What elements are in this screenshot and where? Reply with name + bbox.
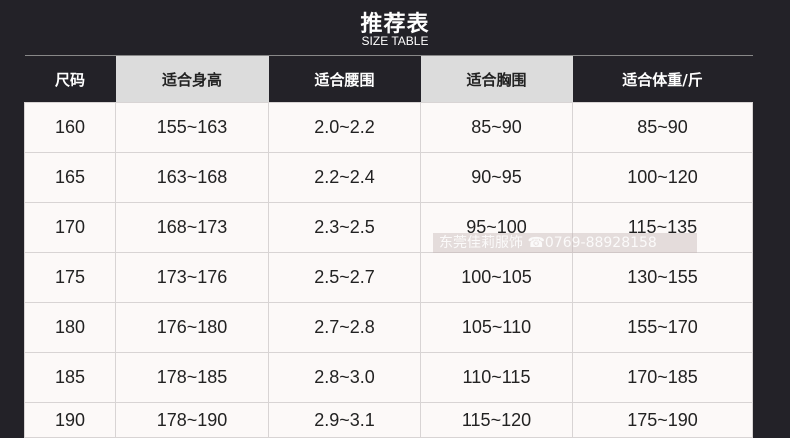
cell-weight: 85~90 [572,102,753,153]
cell-chest: 95~100 [420,202,573,253]
watermark: 东莞佳莉服饰 ☎0769-88928158 [433,233,697,253]
cell-waist: 2.7~2.8 [268,302,421,353]
cell-height: 178~185 [115,352,269,403]
page-title: 推荐表 [360,12,430,37]
size-table: 尺码 适合身高 适合腰围 适合胸围 适合体重/斤 160 155~163 2.0~2… [24,55,753,438]
cell-size: 160 [24,102,116,153]
header-waist: 适合腰围 [268,55,421,103]
cell-size: 175 [24,252,116,303]
cell-height: 173~176 [115,252,269,303]
cell-waist: 2.2~2.4 [268,152,421,203]
cell-chest: 105~110 [420,302,573,353]
header-weight: 适合体重/斤 [572,55,753,103]
cell-size: 190 [24,402,116,438]
cell-height: 163~168 [115,152,269,203]
cell-chest: 90~95 [420,152,573,203]
cell-height: 155~163 [115,102,269,153]
cell-waist: 2.8~3.0 [268,352,421,403]
cell-weight: 115~135 [572,202,753,253]
table-row: 190 178~190 2.9~3.1 115~120 175~190 [24,402,753,438]
cell-waist: 2.3~2.5 [268,202,421,253]
cell-chest: 115~120 [420,402,573,438]
cell-chest: 110~115 [420,352,573,403]
table-row: 170 168~173 2.3~2.5 95~100 115~135 [24,202,753,253]
page-subtitle: SIZE TABLE [361,34,429,48]
header-chest: 适合胸围 [420,55,573,103]
cell-height: 176~180 [115,302,269,353]
cell-weight: 155~170 [572,302,753,353]
cell-weight: 130~155 [572,252,753,303]
table-row: 175 173~176 2.5~2.7 100~105 130~155 [24,252,753,303]
table-row: 185 178~185 2.8~3.0 110~115 170~185 [24,352,753,403]
cell-size: 180 [24,302,116,353]
cell-chest: 85~90 [420,102,573,153]
cell-waist: 2.0~2.2 [268,102,421,153]
cell-size: 165 [24,152,116,203]
table-row: 165 163~168 2.2~2.4 90~95 100~120 [24,152,753,203]
cell-height: 178~190 [115,402,269,438]
cell-height: 168~173 [115,202,269,253]
cell-chest: 100~105 [420,252,573,303]
cell-waist: 2.5~2.7 [268,252,421,303]
header-row: 尺码 适合身高 适合腰围 适合胸围 适合体重/斤 [24,55,753,103]
table-row: 160 155~163 2.0~2.2 85~90 85~90 [24,102,753,153]
cell-weight: 100~120 [572,152,753,203]
cell-size: 185 [24,352,116,403]
cell-size: 170 [24,202,116,253]
table-row: 180 176~180 2.7~2.8 105~110 155~170 [24,302,753,353]
header-height: 适合身高 [115,55,269,103]
header-size: 尺码 [24,55,116,103]
cell-weight: 170~185 [572,352,753,403]
cell-waist: 2.9~3.1 [268,402,421,438]
cell-weight: 175~190 [572,402,753,438]
